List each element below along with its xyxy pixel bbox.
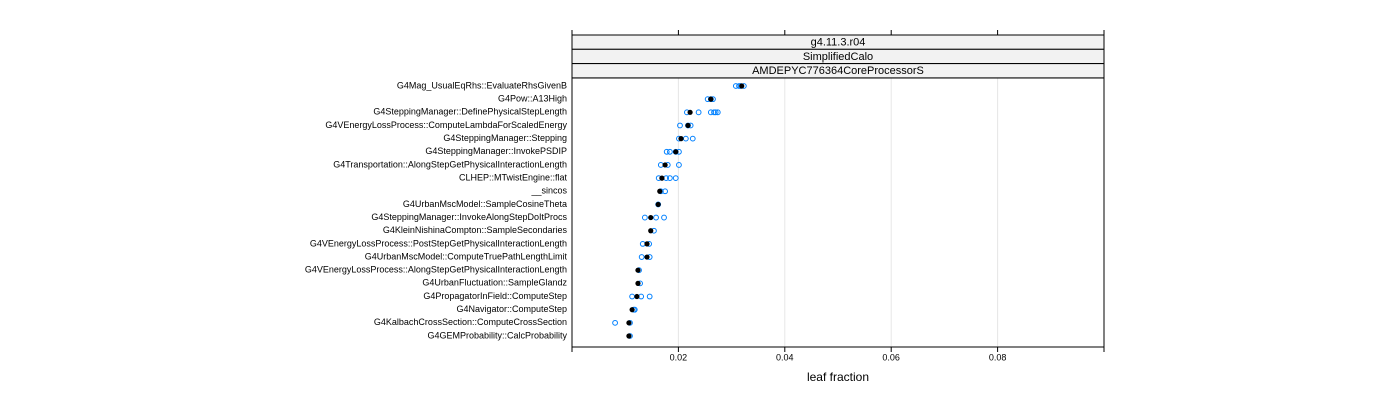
run-point [641, 214, 648, 221]
y-tick-label: CLHEP::MTwistEngine::flat [459, 172, 568, 182]
median-point [635, 267, 641, 273]
x-tick-label: 0.04 [776, 352, 794, 362]
run-point [653, 214, 659, 221]
x-axis-title: leaf fraction [807, 370, 869, 384]
median-point [708, 96, 714, 102]
run-point [661, 214, 667, 221]
run-point [612, 319, 618, 326]
median-point [657, 188, 663, 194]
y-tick-label: G4Navigator::ComputeStep [456, 304, 567, 314]
median-point [648, 228, 654, 234]
run-point [689, 135, 696, 142]
y-tick-label: G4SteppingManager::InvokeAlongStepDoItPr… [371, 212, 567, 222]
x-tick-label: 0.08 [989, 352, 1007, 362]
run-point [663, 148, 670, 155]
x-tick-label: 0.02 [670, 352, 688, 362]
y-tick-label: G4SteppingManager::DefinePhysicalStepLen… [373, 107, 567, 117]
y-tick-label: G4Mag_UsualEqRhs::EvaluateRhsGivenB [397, 80, 567, 90]
y-tick-label: G4GEMProbability::CalcProbability [427, 330, 567, 340]
run-point [672, 175, 679, 182]
y-tick-label: G4KalbachCrossSection::ComputeCrossSecti… [374, 317, 567, 327]
y-tick-label: G4VEnergyLossProcess::ComputeLambdaForSc… [325, 120, 567, 130]
median-point [629, 307, 635, 313]
median-point [644, 241, 650, 247]
median-point [626, 333, 632, 339]
median-point [662, 162, 668, 168]
y-tick-label: G4VEnergyLossProcess::AlongStepGetPhysic… [305, 265, 567, 275]
median-point [685, 122, 691, 129]
strip-label: AMDEPYC776364CoreProcessorS [752, 65, 924, 77]
y-tick-label: G4KleinNishinaCompton::SampleSecondaries [383, 225, 568, 235]
run-point [666, 175, 673, 182]
x-tick-label: 0.06 [882, 352, 900, 362]
median-point [678, 136, 684, 142]
run-point [662, 188, 668, 195]
y-tick-label: __sincos [530, 186, 567, 196]
run-point [695, 109, 702, 116]
strip-label: g4.11.3.r04 [811, 37, 866, 49]
y-tick-label: G4Pow::A13High [498, 94, 567, 104]
run-point [676, 162, 682, 168]
run-point [629, 293, 636, 300]
run-point [682, 135, 689, 142]
run-point [712, 109, 719, 116]
y-tick-label: G4SteppingManager::InvokePSDIP [425, 146, 567, 156]
median-point [659, 175, 665, 181]
y-tick-label: G4SteppingManager::Stepping [443, 133, 567, 143]
run-point [677, 122, 683, 129]
strip-label: SimplifiedCalo [803, 51, 873, 63]
median-point [644, 254, 650, 260]
y-tick-label: G4PropagatorInField::ComputeStep [423, 291, 567, 301]
median-point [687, 109, 693, 115]
y-tick-label: G4VEnergyLossProcess::PostStepGetPhysica… [310, 238, 567, 248]
run-point [638, 254, 645, 260]
median-point [626, 320, 632, 326]
run-point [646, 293, 653, 300]
panel [571, 77, 1105, 348]
y-tick-label: G4Transportation::AlongStepGetPhysicalIn… [333, 159, 567, 169]
y-tick-label: G4UrbanFluctuation::SampleGlandz [422, 278, 567, 288]
median-point [739, 83, 745, 89]
run-point [714, 109, 721, 116]
y-tick-label: G4UrbanMscModel::ComputeTruePathLengthLi… [365, 251, 568, 261]
median-point [648, 214, 654, 221]
y-tick-label: G4UrbanMscModel::SampleCosineTheta [403, 199, 567, 209]
median-point [635, 280, 641, 286]
run-point [666, 148, 673, 155]
median-point [655, 201, 661, 208]
median-point [673, 149, 679, 155]
median-point [634, 293, 640, 300]
